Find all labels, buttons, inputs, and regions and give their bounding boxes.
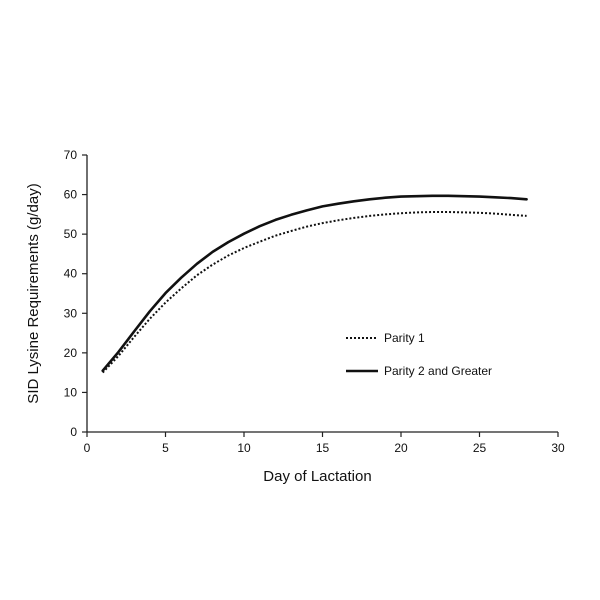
x-tick-label: 0 [84, 441, 91, 455]
y-tick-label: 30 [64, 306, 78, 320]
legend: Parity 1 Parity 2 and Greater [346, 331, 492, 378]
x-tick-label: 30 [551, 441, 565, 455]
y-tick-label: 50 [64, 227, 78, 241]
series-line-1 [101, 211, 527, 374]
series-line-2 [101, 194, 528, 373]
y-axis-ticks: 0 10 20 30 40 50 60 70 [64, 148, 87, 439]
legend-label-1: Parity 1 [384, 331, 425, 345]
y-tick-label: 10 [64, 385, 78, 399]
x-tick-label: 10 [237, 441, 251, 455]
y-axis-title: SID Lysine Requirements (g/day) [25, 183, 42, 403]
x-axis-title: Day of Lactation [263, 468, 371, 485]
x-axis-ticks: 0 5 10 15 20 25 30 [84, 432, 565, 455]
x-tick-label: 20 [394, 441, 408, 455]
y-tick-label: 40 [64, 267, 78, 281]
y-tick-label: 20 [64, 346, 78, 360]
legend-label-2: Parity 2 and Greater [384, 364, 492, 378]
y-tick-label: 60 [64, 188, 78, 202]
x-tick-label: 15 [316, 441, 330, 455]
y-tick-label: 70 [64, 148, 78, 162]
series-lines [101, 194, 528, 374]
x-tick-label: 5 [162, 441, 169, 455]
x-tick-label: 25 [473, 441, 487, 455]
y-tick-label: 0 [70, 425, 77, 439]
